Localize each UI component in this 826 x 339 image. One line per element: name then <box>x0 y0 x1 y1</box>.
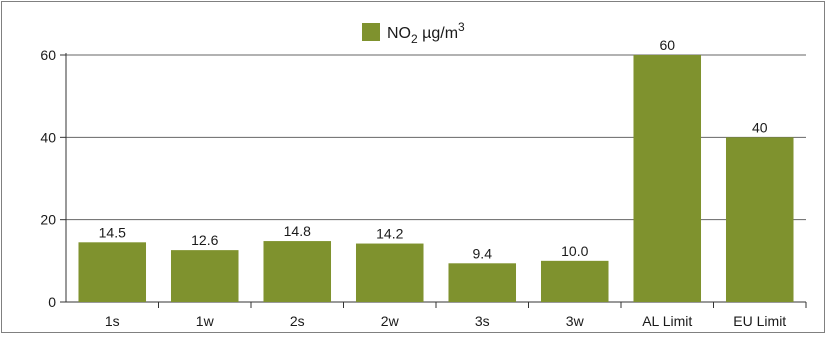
data-labels: 14.5 12.6 14.8 14.2 9.4 10.0 60 40 <box>99 37 768 261</box>
bar <box>355 243 424 302</box>
chart-frame <box>1 1 825 333</box>
bar-value-label: 12.6 <box>191 232 218 248</box>
legend-label-sub: 2 <box>411 32 418 46</box>
bars <box>78 55 794 302</box>
bar <box>448 263 517 302</box>
bar-value-label: 40 <box>752 119 768 135</box>
bar <box>725 137 794 302</box>
legend-label-sup: 3 <box>458 20 465 34</box>
bar <box>540 260 609 302</box>
x-tick-label: 3w <box>566 313 585 329</box>
legend-label-main: NO <box>387 25 411 42</box>
bar-value-label: 10.0 <box>561 243 588 259</box>
legend-label-unit: µg/m <box>418 25 458 42</box>
x-axis-ticks: 1s 1w 2s 2w 3s 3w AL Limit EU Limit <box>105 313 786 329</box>
x-tick-label: 2s <box>290 313 305 329</box>
x-tick-label: EU Limit <box>733 313 786 329</box>
bar <box>263 241 332 302</box>
x-tick-label: 2w <box>381 313 400 329</box>
bar-value-label: 9.4 <box>473 245 493 261</box>
bar-value-label: 60 <box>659 37 675 53</box>
legend-swatch <box>362 23 380 41</box>
y-axis-ticks: 0 20 40 60 <box>40 47 56 310</box>
bar-value-label: 14.8 <box>284 223 311 239</box>
bar-value-label: 14.2 <box>376 226 403 242</box>
bar <box>78 242 147 302</box>
x-tick-label: 1w <box>196 313 215 329</box>
x-tick-label: 1s <box>105 313 120 329</box>
x-tick-label: 3s <box>475 313 490 329</box>
bar <box>633 55 702 302</box>
legend: NO2 µg/m3 <box>362 20 465 46</box>
bar-value-label: 14.5 <box>99 224 126 240</box>
y-tick-label: 40 <box>40 129 56 145</box>
bar <box>170 250 239 302</box>
y-tick-label: 0 <box>48 294 56 310</box>
x-tick-label: AL Limit <box>642 313 692 329</box>
y-tick-label: 20 <box>40 212 56 228</box>
y-tick-label: 60 <box>40 47 56 63</box>
legend-label: NO2 µg/m3 <box>387 20 465 46</box>
